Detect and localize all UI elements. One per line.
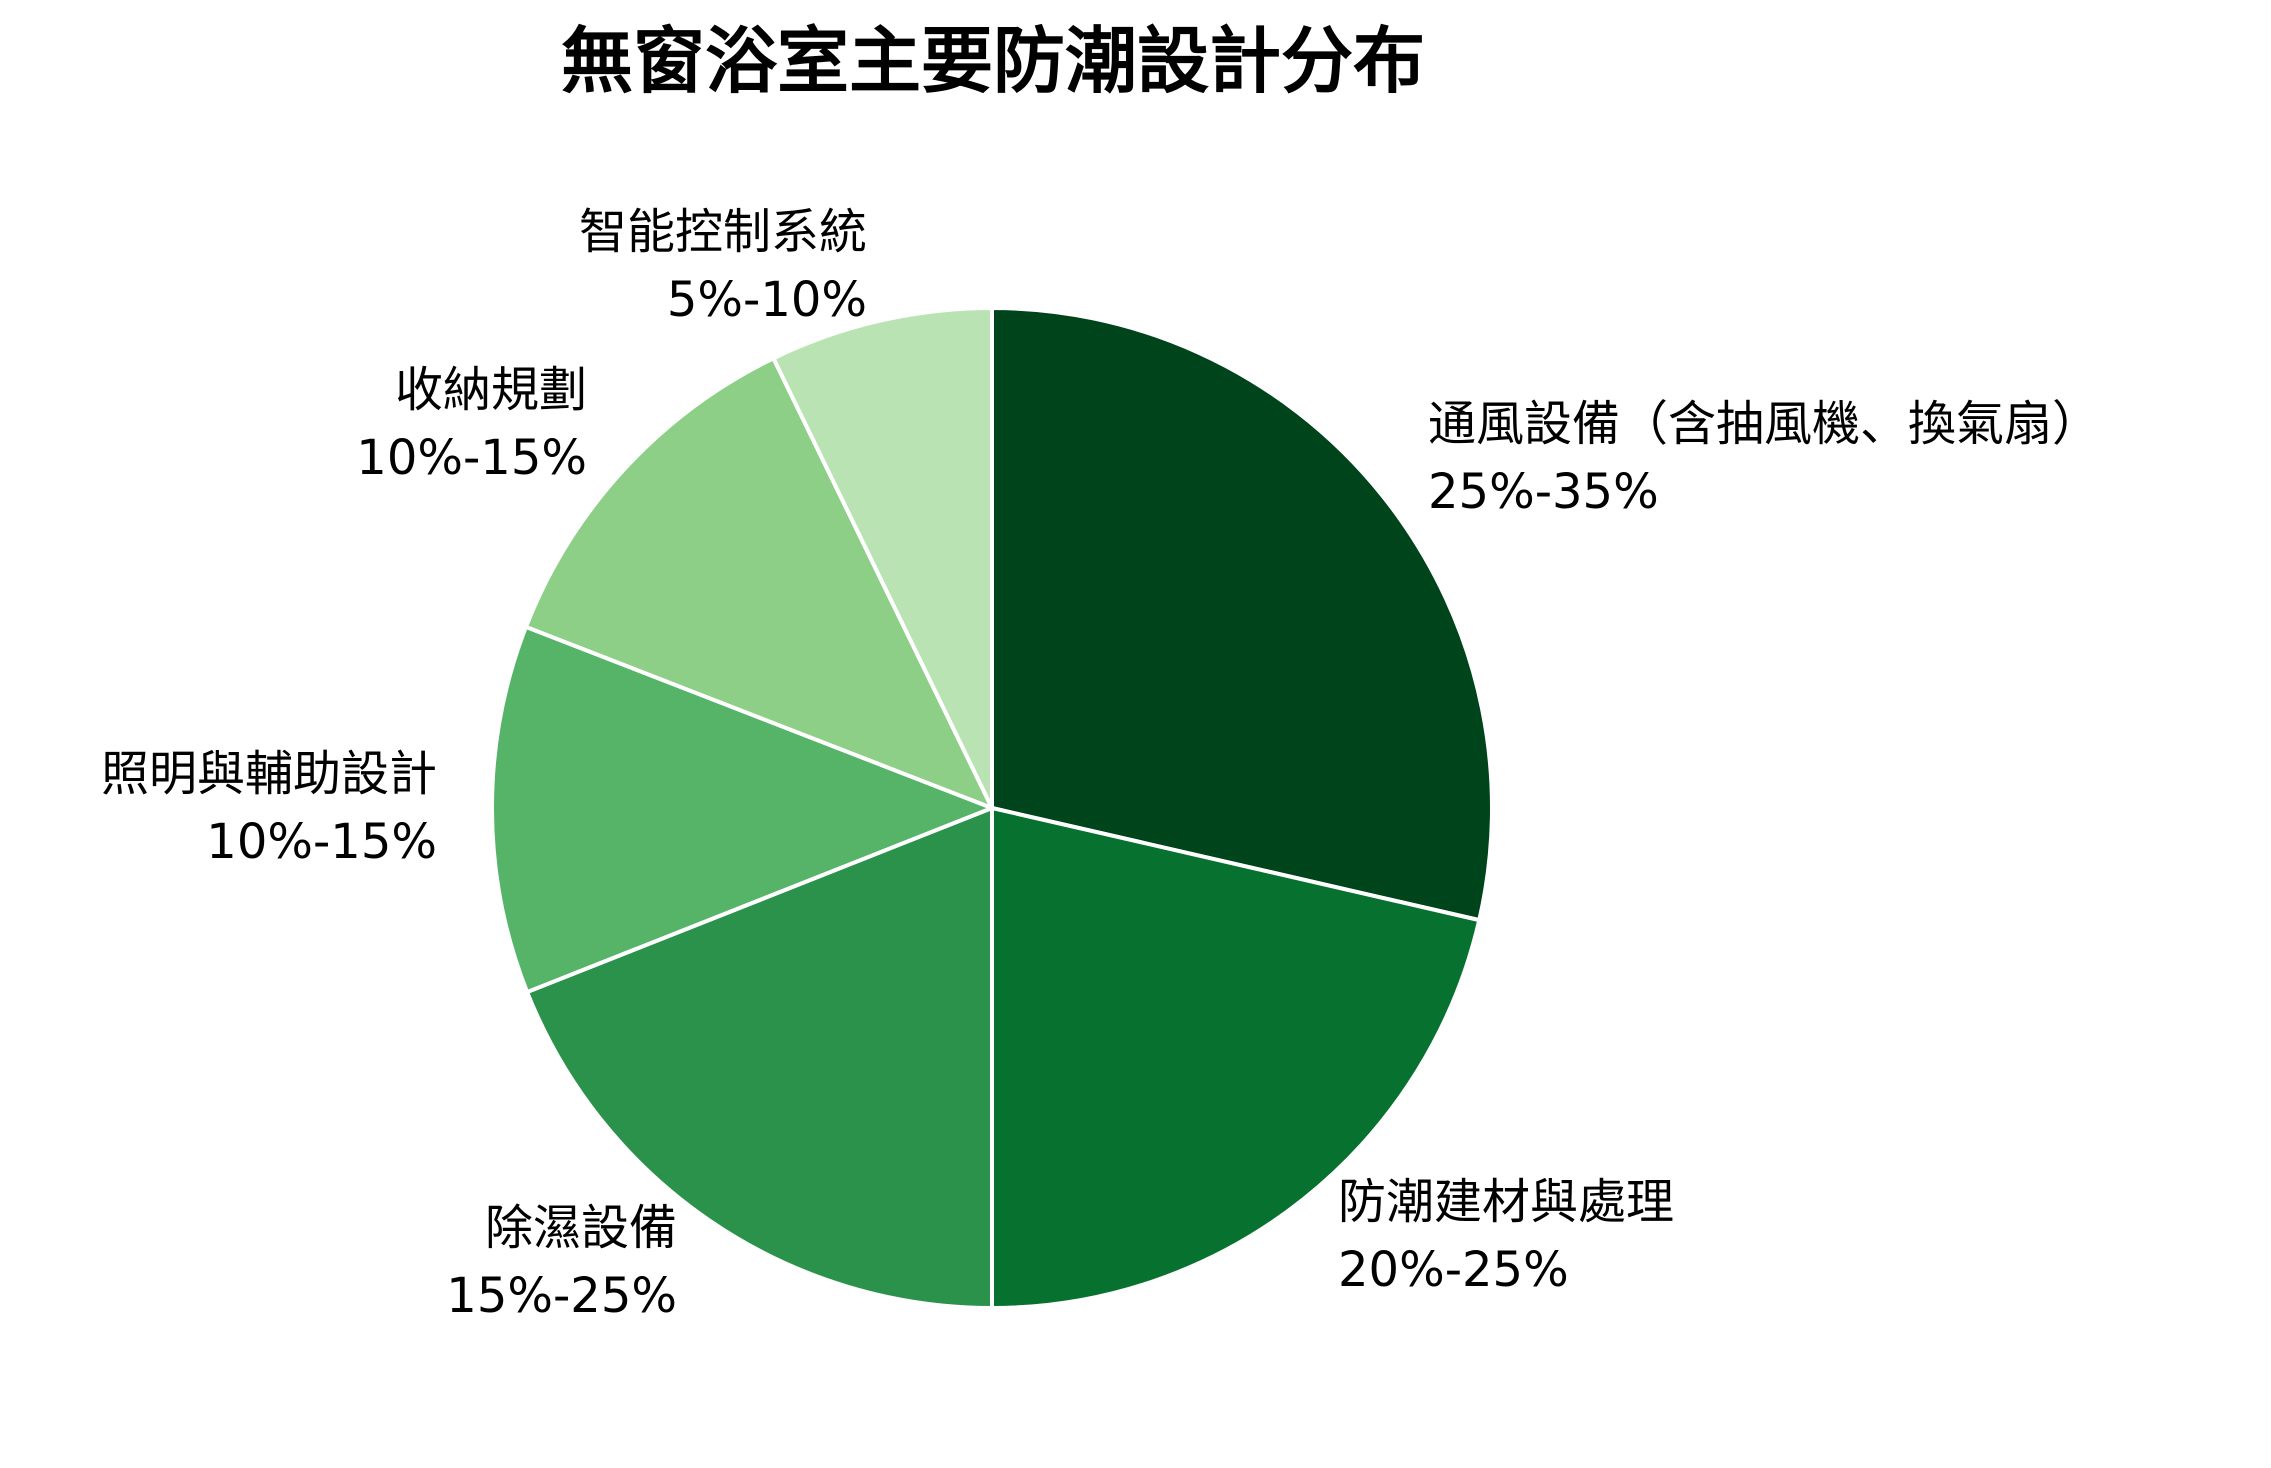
slice-label-range: 10%-15% xyxy=(356,430,587,486)
chart-title: 無窗浴室主要防潮設計分布 xyxy=(560,19,1425,103)
slice-label-dehumidifier: 除濕設備 15%-25% xyxy=(446,1194,677,1330)
slice-label-range: 5%-10% xyxy=(666,272,867,328)
slice-label-name: 智能控制系統 xyxy=(578,204,867,260)
slice-label-ventilation: 通風設備（含抽風機、換氣扇） 25%-35% xyxy=(1428,390,2100,526)
slice-label-name: 收納規劃 xyxy=(394,362,587,418)
slice-label-lighting: 照明與輔助設計 10%-15% xyxy=(101,740,437,876)
slice-label-smart-control: 智能控制系統 5%-10% xyxy=(579,198,867,334)
pie-slice xyxy=(771,306,994,810)
slice-label-range: 10%-15% xyxy=(206,814,437,870)
slice-label-range: 25%-35% xyxy=(1428,464,1659,520)
pie-slice xyxy=(990,306,1494,923)
slice-label-storage: 收納規劃 10%-15% xyxy=(356,356,587,492)
pie-slice xyxy=(523,356,994,810)
slice-label-range: 20%-25% xyxy=(1338,1242,1569,1298)
slice-label-moisture-proof-materials: 防潮建材與處理 20%-25% xyxy=(1338,1168,1674,1304)
slice-label-name: 通風設備（含抽風機、換氣扇） xyxy=(1428,396,2101,452)
slice-label-name: 防潮建材與處理 xyxy=(1338,1174,1675,1230)
pie-slice xyxy=(525,806,994,1310)
pie-slice xyxy=(990,806,1482,1310)
slice-label-name: 照明與輔助設計 xyxy=(100,746,437,802)
pie-slice xyxy=(490,624,994,995)
slice-label-range: 15%-25% xyxy=(446,1268,677,1324)
slice-label-name: 除濕設備 xyxy=(484,1200,677,1256)
